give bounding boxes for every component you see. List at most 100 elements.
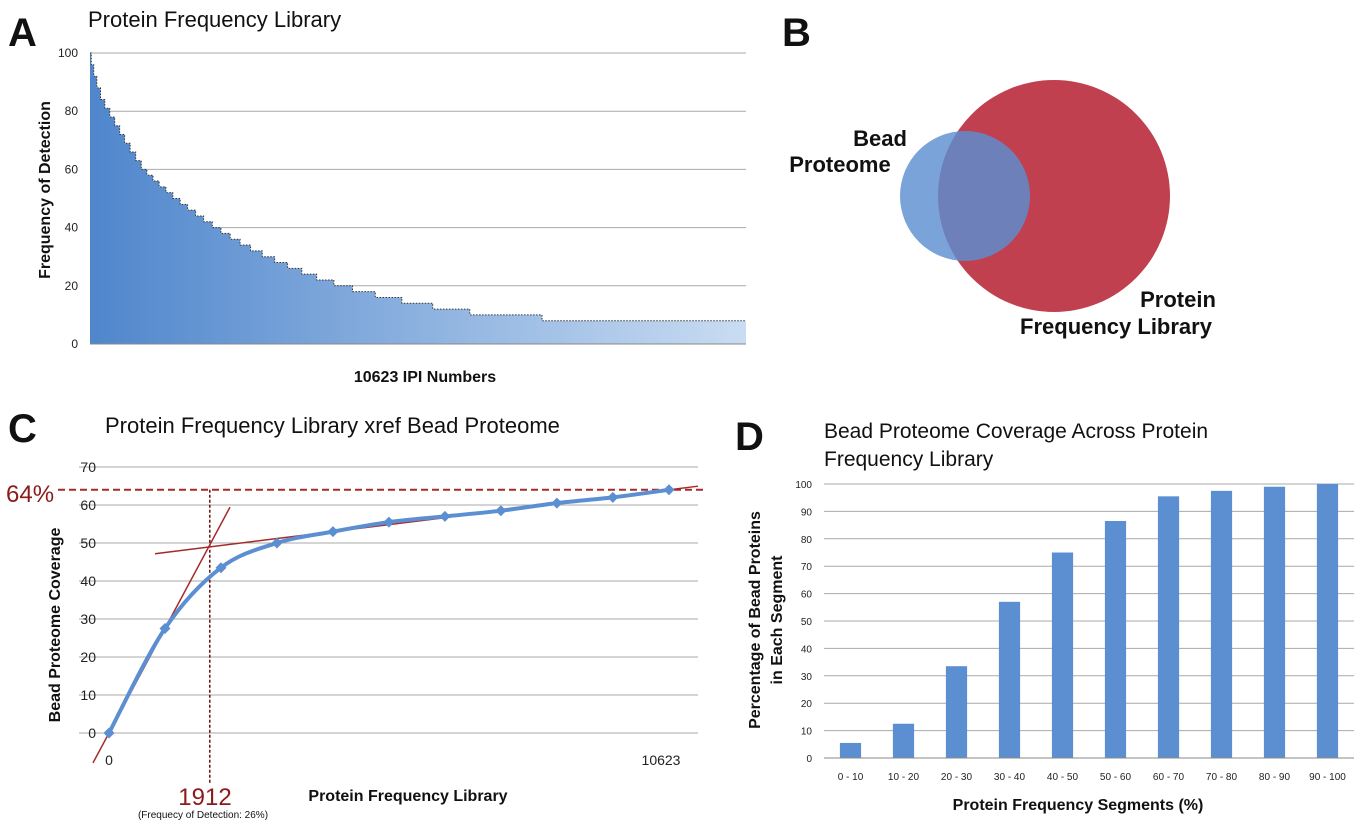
panel-a-area <box>90 52 746 345</box>
panel-d-bar <box>945 666 968 758</box>
panel-c-y-tick-label: 0 <box>88 725 96 741</box>
panel-d-bar <box>1210 490 1233 758</box>
panel-a-y-tick-label: 80 <box>65 104 79 118</box>
panel-d-bar <box>1051 552 1074 758</box>
panel-d-y-ticks: 0 10 20 30 40 50 60 70 80 90 100 <box>795 480 812 765</box>
panel-c-y-tick-label: 60 <box>80 497 96 513</box>
panel-c-y-axis-label: Bead Proteome Coverage <box>47 528 64 723</box>
panel-a-title: Protein Frequency Library <box>88 7 341 32</box>
panel-a-area-fill <box>90 53 746 344</box>
panel-a-y-axis-label: Frequency of Detection <box>37 101 54 279</box>
panel-c-y-tick-label: 10 <box>80 687 96 703</box>
panel-d-y-tick-label: 30 <box>801 672 813 683</box>
panel-d-bar <box>998 601 1021 758</box>
panel-d-bar <box>1263 486 1286 758</box>
panel-d-y-tick-label: 40 <box>801 644 813 655</box>
panel-c-data-point <box>271 537 283 549</box>
panel-d-bar <box>1104 520 1127 758</box>
panel-d-x-tick-label: 30 - 40 <box>994 772 1026 783</box>
panel-c-x-ticks: 0 10623 <box>105 752 681 768</box>
panel-c-data-point <box>607 491 619 503</box>
panel-d-y-tick-label: 20 <box>801 699 813 710</box>
panel-c-y-ticks: 0 10 20 30 40 50 60 70 <box>80 459 96 741</box>
panel-c-x-tick-label: 10623 <box>642 752 681 768</box>
panel-c-y-tick-label: 20 <box>80 649 96 665</box>
panel-c-series <box>107 487 670 734</box>
panel-d-x-tick-label: 70 - 80 <box>1206 772 1238 783</box>
panel-a-y-tick-label: 0 <box>71 337 78 351</box>
panel-c-data-point <box>327 526 339 538</box>
panel-d-y-tick-label: 10 <box>801 727 813 738</box>
panel-d-x-tick-label: 60 - 70 <box>1153 772 1185 783</box>
venn-circle-protein-frequency-library <box>938 80 1170 312</box>
panel-c-data-point <box>551 497 563 509</box>
panel-c-data-point <box>215 562 227 574</box>
panel-d-y-tick-label: 50 <box>801 617 813 628</box>
venn-label-bead-line2: Proteome <box>789 152 890 177</box>
venn-circle-bead-proteome <box>900 131 1030 261</box>
panel-a-y-ticks: 0 20 40 60 80 100 <box>58 46 78 351</box>
panel-c-title: Protein Frequency Library xref Bead Prot… <box>105 413 560 438</box>
panel-c-series-line <box>107 487 670 734</box>
panel-c: C Protein Frequency Library xref Bead Pr… <box>6 407 705 821</box>
panel-d-y-tick-label: 80 <box>801 535 813 546</box>
panel-c-data-point <box>383 516 395 528</box>
panel-a-y-tick-label: 60 <box>65 162 79 176</box>
panel-d-bar <box>839 742 862 758</box>
venn-label-pfl-line1: Protein <box>1140 287 1216 312</box>
panel-c-points <box>103 484 675 739</box>
panel-c-callout-percent: 64% <box>6 481 54 508</box>
panel-d-bar <box>1316 484 1339 758</box>
panel-d-x-tick-label: 40 - 50 <box>1047 772 1079 783</box>
panel-a: A Protein Frequency Library 0 20 40 60 80 100… <box>8 7 746 386</box>
panel-c-gridlines <box>79 466 698 734</box>
panel-c-data-point <box>103 727 115 739</box>
panel-d: D Bead Proteome Coverage Across Protein … <box>735 415 1354 814</box>
panel-d-x-tick-label: 10 - 20 <box>888 772 920 783</box>
panel-c-y-tick-label: 30 <box>80 611 96 627</box>
panel-d-y-tick-label: 0 <box>806 754 812 765</box>
panel-d-y-axis-label-line2: in Each Segment <box>769 555 786 685</box>
panel-c-y-tick-label: 40 <box>80 573 96 589</box>
panel-d-x-axis-label: Protein Frequency Segments (%) <box>953 797 1204 814</box>
panel-d-x-tick-label: 50 - 60 <box>1100 772 1132 783</box>
panel-d-y-tick-label: 70 <box>801 562 813 573</box>
panel-d-bar <box>1157 496 1180 758</box>
panel-d-x-tick-label: 80 - 90 <box>1259 772 1291 783</box>
panel-c-x-tick-label: 0 <box>105 752 113 768</box>
panel-letter-a: A <box>8 11 37 55</box>
panel-d-x-ticks: 0 - 10 10 - 20 20 - 30 30 - 40 40 - 50 50 - 6… <box>838 772 1347 783</box>
panel-c-callout-x-value: 1912 <box>178 784 231 811</box>
panel-d-y-tick-label: 100 <box>795 480 812 491</box>
panel-c-callout-x-note: (Frequecy of Detection: 26%) <box>138 810 268 821</box>
panel-d-y-tick-label: 90 <box>801 507 813 518</box>
panel-c-guides <box>58 485 705 783</box>
panel-d-bars <box>824 484 1354 759</box>
panel-d-bar <box>892 723 915 758</box>
panel-c-y-tick-label: 70 <box>80 459 96 475</box>
venn-label-bead-line1: Bead <box>853 126 907 151</box>
panel-c-y-tick-label: 50 <box>80 535 96 551</box>
panel-b: B Bead Proteome Protein Frequency Librar… <box>782 11 1216 339</box>
panel-d-x-tick-label: 90 - 100 <box>1309 772 1346 783</box>
panel-d-x-tick-label: 0 - 10 <box>838 772 864 783</box>
panel-c-data-point <box>159 623 171 634</box>
panel-d-y-axis-label-line1: Percentage of Bead Proteins <box>747 511 764 729</box>
panel-d-y-tick-label: 60 <box>801 590 813 601</box>
panel-d-title-line1: Bead Proteome Coverage Across Protein <box>824 420 1208 443</box>
panel-letter-b: B <box>782 11 811 55</box>
panel-a-area-edge <box>90 52 746 322</box>
panel-c-x-axis-label: Protein Frequency Library <box>308 788 507 805</box>
panel-a-y-tick-label: 40 <box>65 221 79 235</box>
panel-c-data-point <box>439 510 451 522</box>
panel-c-data-point <box>495 505 507 517</box>
venn-label-pfl-line2: Frequency Library <box>1020 314 1213 339</box>
panel-letter-c: C <box>8 407 37 451</box>
panel-c-data-point <box>663 484 675 496</box>
panel-d-title-line2: Frequency Library <box>824 448 994 471</box>
panel-a-y-tick-label: 100 <box>58 46 78 60</box>
panel-d-x-tick-label: 20 - 30 <box>941 772 973 783</box>
panel-a-x-axis-label: 10623 IPI Numbers <box>354 369 496 386</box>
panel-a-y-tick-label: 20 <box>65 279 79 293</box>
